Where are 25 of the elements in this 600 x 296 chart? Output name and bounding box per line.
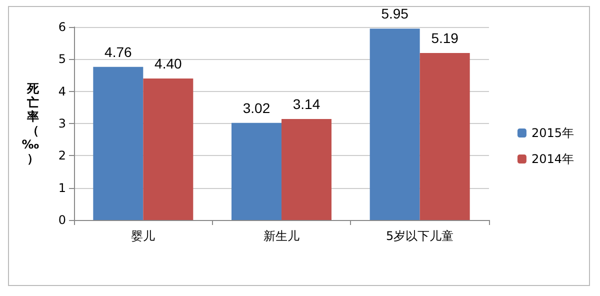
y-tick-label: 2 [58, 148, 66, 163]
y-axis-title: 死亡率（‰） [22, 82, 40, 166]
bar [232, 122, 282, 220]
y-tick-label: 3 [58, 116, 66, 130]
y-tick-label: 6 [58, 20, 66, 34]
data-label: 3.02 [242, 100, 270, 116]
bar [282, 118, 332, 220]
legend-label: 2015年 [531, 126, 574, 140]
bar [143, 78, 194, 220]
data-label: 3.14 [292, 96, 320, 112]
y-tick-label: 1 [58, 180, 66, 195]
y-tick-label: 0 [58, 213, 66, 227]
data-label: 4.76 [104, 44, 132, 60]
data-label: 5.19 [431, 30, 459, 46]
data-label: 5.95 [381, 6, 409, 22]
data-label: 4.40 [154, 55, 182, 72]
y-tick-label: 5 [58, 52, 66, 66]
x-tick-label: 5岁以下儿童 [386, 229, 454, 243]
bar [93, 66, 144, 220]
y-tick-label: 4 [58, 84, 66, 98]
x-tick-label: 新生儿 [264, 229, 300, 243]
bar [370, 28, 420, 220]
x-tick-label: 婴儿 [131, 229, 156, 243]
bar [420, 53, 470, 220]
legend-label: 2014年 [531, 152, 574, 166]
